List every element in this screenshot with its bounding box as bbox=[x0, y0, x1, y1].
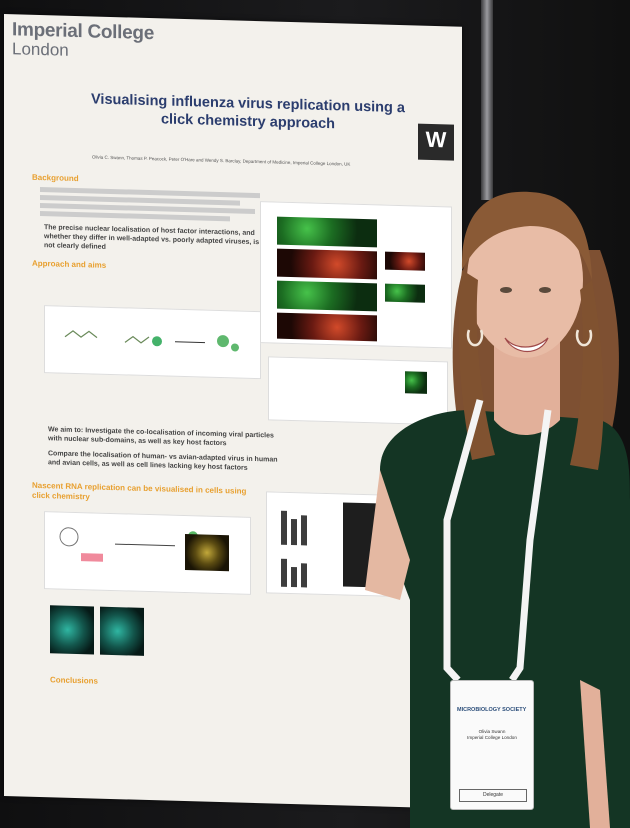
research-poster: Imperial College London Visualising infl… bbox=[4, 14, 462, 809]
method-diagram bbox=[44, 305, 261, 380]
badge-role: Delegate bbox=[459, 789, 527, 802]
badge-name: Olivia Swann bbox=[478, 729, 506, 734]
badge-name-block: Olivia Swann Imperial College London bbox=[455, 729, 529, 741]
metal-pole bbox=[481, 0, 493, 200]
name-badge: MICROBIOLOGY SOCIETY Olivia Swann Imperi… bbox=[450, 680, 534, 810]
click-chemistry-schematic bbox=[64, 330, 239, 352]
society-label: MICROBIOLOGY SOCIETY bbox=[457, 707, 527, 713]
badge-affiliation: Imperial College London bbox=[467, 735, 517, 740]
results-schematic bbox=[44, 511, 251, 595]
